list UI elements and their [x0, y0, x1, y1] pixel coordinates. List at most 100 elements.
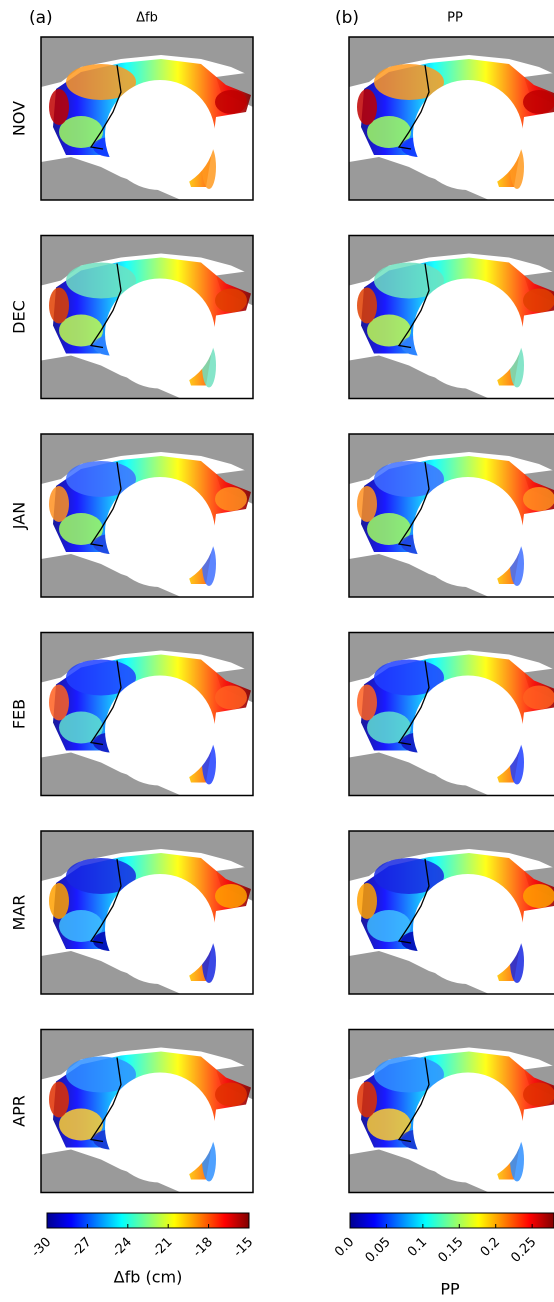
ice-patch: [357, 1081, 377, 1118]
column-title: Δfb: [136, 11, 158, 26]
pole-hole: [105, 675, 215, 786]
land: [41, 831, 253, 881]
ice-patch: [215, 884, 247, 908]
map-frame: [348, 234, 554, 400]
ice-patch: [59, 314, 103, 347]
pole-hole: [105, 80, 215, 190]
contour: [397, 64, 430, 150]
land: [349, 434, 554, 484]
land: [41, 752, 181, 796]
ice-patch: [357, 287, 377, 324]
ice-patch: [215, 90, 247, 114]
land: [349, 235, 554, 286]
ice-patch: [357, 486, 377, 522]
colorbar-label: PP: [440, 1280, 460, 1299]
colorbar-tick-label: 0.05: [363, 1235, 394, 1266]
land: [349, 554, 489, 597]
map-frame: [40, 830, 254, 995]
colorbar-label: Δfb (cm): [114, 1268, 183, 1287]
row-label: DEC: [10, 300, 29, 334]
colorbar-tick-label: -15: [231, 1235, 257, 1261]
ice-patch: [59, 513, 103, 545]
land: [41, 37, 253, 87]
land: [349, 1149, 489, 1193]
ice-patch: [49, 684, 69, 721]
row-label: MAR: [10, 895, 29, 931]
contour: [397, 858, 430, 944]
contour: [397, 660, 430, 746]
land: [41, 1029, 253, 1080]
map-frame: [40, 433, 254, 598]
row-label: NOV: [10, 101, 29, 136]
pole-hole: [105, 477, 215, 587]
land: [41, 554, 181, 597]
colorbar-tick-label: 0.25: [508, 1235, 539, 1266]
ice-patch: [523, 685, 554, 710]
row-label: APR: [10, 1095, 29, 1127]
ice-patch: [215, 1082, 247, 1107]
land: [349, 355, 489, 399]
map-frame: [348, 830, 554, 995]
map-frame: [348, 631, 554, 797]
colorbar-tick-label: 0.2: [478, 1235, 503, 1260]
land: [41, 235, 253, 286]
contour: [397, 263, 430, 349]
ice-patch: [357, 684, 377, 721]
contour: [397, 1057, 430, 1143]
contour: [89, 64, 122, 150]
ice-patch: [59, 116, 103, 148]
colorbar-tick-label: -18: [190, 1235, 216, 1261]
ice-patch: [367, 314, 411, 347]
ice-patch: [215, 487, 247, 511]
ice-patch: [367, 910, 411, 942]
map-panel: [348, 1028, 554, 1194]
map-frame: [40, 234, 254, 400]
ice-patch: [357, 883, 377, 919]
colorbar-tick-label: 0.0: [332, 1235, 357, 1260]
land: [349, 157, 489, 200]
pole-hole: [413, 477, 523, 587]
land: [41, 157, 181, 200]
colorbar: [46, 1212, 250, 1229]
colorbar-tick-label: -30: [29, 1235, 55, 1261]
ice-patch: [523, 90, 554, 114]
land: [349, 1029, 554, 1080]
land: [349, 632, 554, 683]
ice-patch: [49, 287, 69, 324]
map-panel: [348, 830, 554, 995]
column-title: PP: [447, 11, 463, 26]
land: [41, 632, 253, 683]
land: [349, 831, 554, 881]
ice-patch: [59, 910, 103, 942]
land: [349, 951, 489, 994]
map-panel: [348, 234, 554, 400]
contour: [89, 263, 122, 349]
ice-patch: [49, 883, 69, 919]
ice-patch: [523, 288, 554, 313]
map-frame: [348, 36, 554, 201]
colorbar: [349, 1212, 554, 1229]
map-panel: [40, 36, 254, 201]
ice-patch: [49, 486, 69, 522]
colorbar-tick-label: -24: [109, 1235, 135, 1261]
ice-patch: [523, 884, 554, 908]
ice-patch: [215, 685, 247, 710]
pole-hole: [413, 1072, 523, 1183]
pole-hole: [105, 874, 215, 984]
panel-label: (a): [29, 8, 53, 28]
map-frame: [348, 433, 554, 598]
pole-hole: [105, 278, 215, 389]
ice-patch: [367, 513, 411, 545]
ice-patch: [49, 89, 69, 125]
land: [41, 355, 181, 399]
contour: [89, 858, 122, 944]
colorbar-tick-label: 0.15: [436, 1235, 467, 1266]
ice-patch: [523, 487, 554, 511]
land: [41, 1149, 181, 1193]
map-panel: [348, 631, 554, 797]
ice-patch: [59, 711, 103, 744]
pole-hole: [413, 675, 523, 786]
map-panel: [40, 234, 254, 400]
contour: [89, 660, 122, 746]
